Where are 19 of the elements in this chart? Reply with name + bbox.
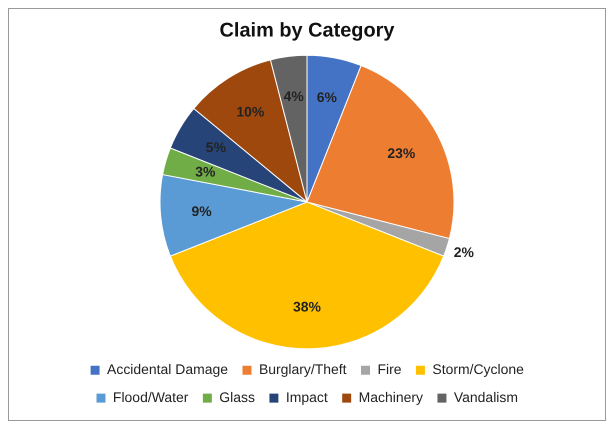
data-label: 4%: [284, 88, 304, 104]
legend-label: Glass: [219, 388, 255, 405]
data-label: 6%: [316, 89, 338, 106]
legend-label: Accidental Damage: [107, 361, 228, 378]
data-label: 10%: [236, 104, 265, 120]
legend-label: Burglary/Theft: [258, 361, 347, 378]
data-label: 5%: [206, 139, 227, 156]
data-label: 2%: [454, 244, 475, 260]
data-label: 38%: [293, 298, 322, 315]
data-label: 9%: [192, 202, 212, 219]
legend-label: Machinery: [358, 388, 424, 405]
data-label: 23%: [387, 144, 416, 161]
data-label: 3%: [195, 163, 216, 180]
legend-label: Vandalism: [454, 388, 518, 405]
legend-label: Fire: [377, 361, 402, 378]
legend-label: Flood/Water: [112, 388, 189, 405]
legend-label: Impact: [286, 388, 328, 405]
legend-label: Storm/Cyclone: [432, 361, 524, 378]
chart-title: Claim by Category: [220, 19, 394, 42]
